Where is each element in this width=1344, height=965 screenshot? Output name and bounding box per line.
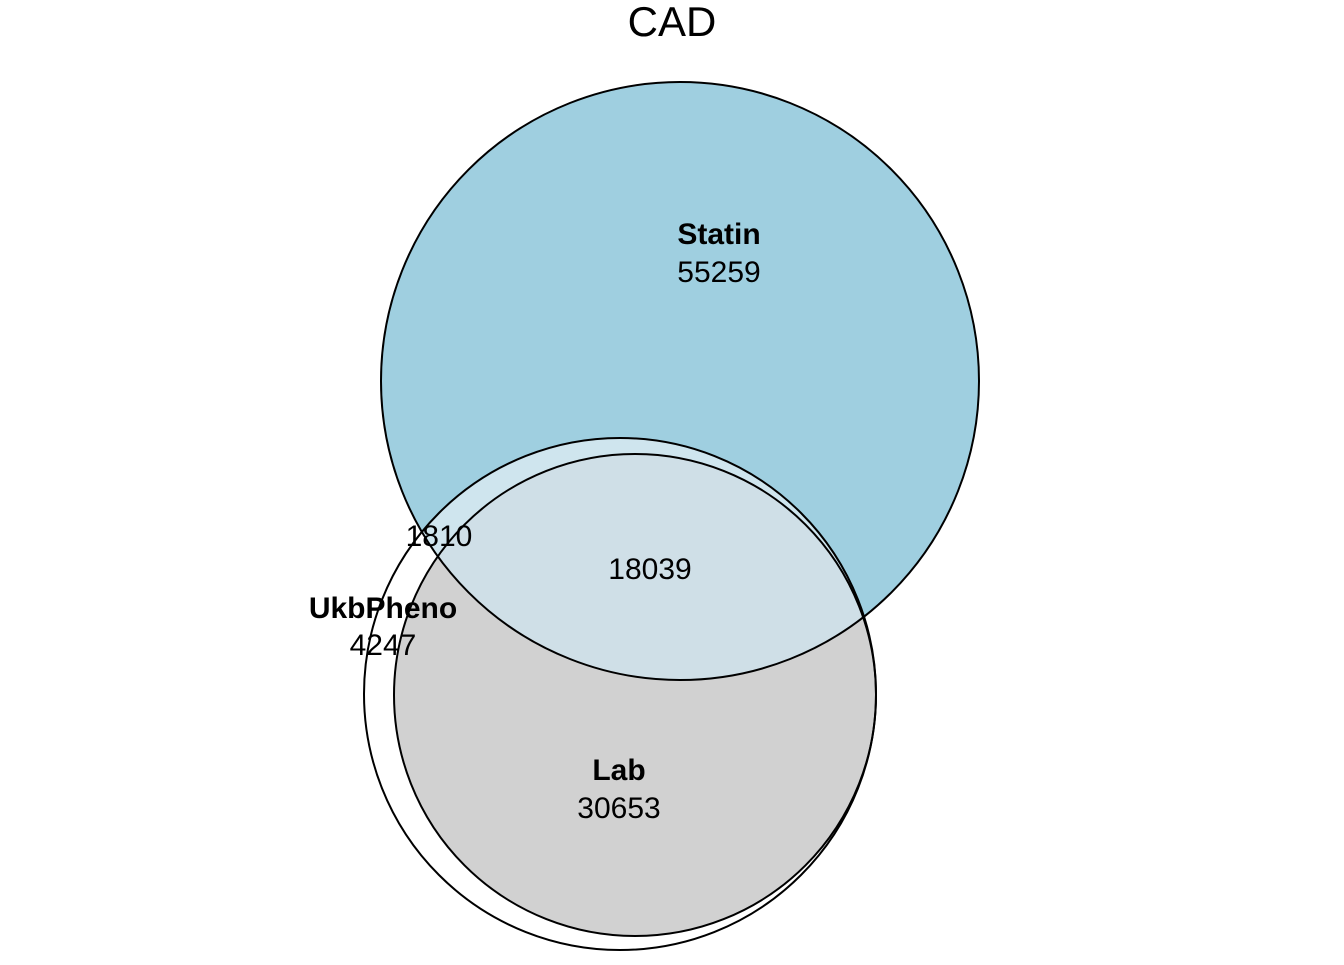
lab-outline <box>393 453 877 937</box>
statin-label: Statin <box>677 218 760 251</box>
overlap-region <box>381 438 876 680</box>
statin-count: 55259 <box>677 256 760 289</box>
statin-outline <box>380 81 980 681</box>
lab-label: Lab <box>592 754 645 787</box>
statin-ukbpheno-count: 1810 <box>406 520 473 553</box>
ukbpheno-count: 4247 <box>350 629 417 662</box>
chart-title: CAD <box>628 0 717 45</box>
statin-lab-count: 18039 <box>608 553 691 586</box>
ukbpheno-label: UkbPheno <box>309 592 457 625</box>
lab-count: 30653 <box>577 792 660 825</box>
